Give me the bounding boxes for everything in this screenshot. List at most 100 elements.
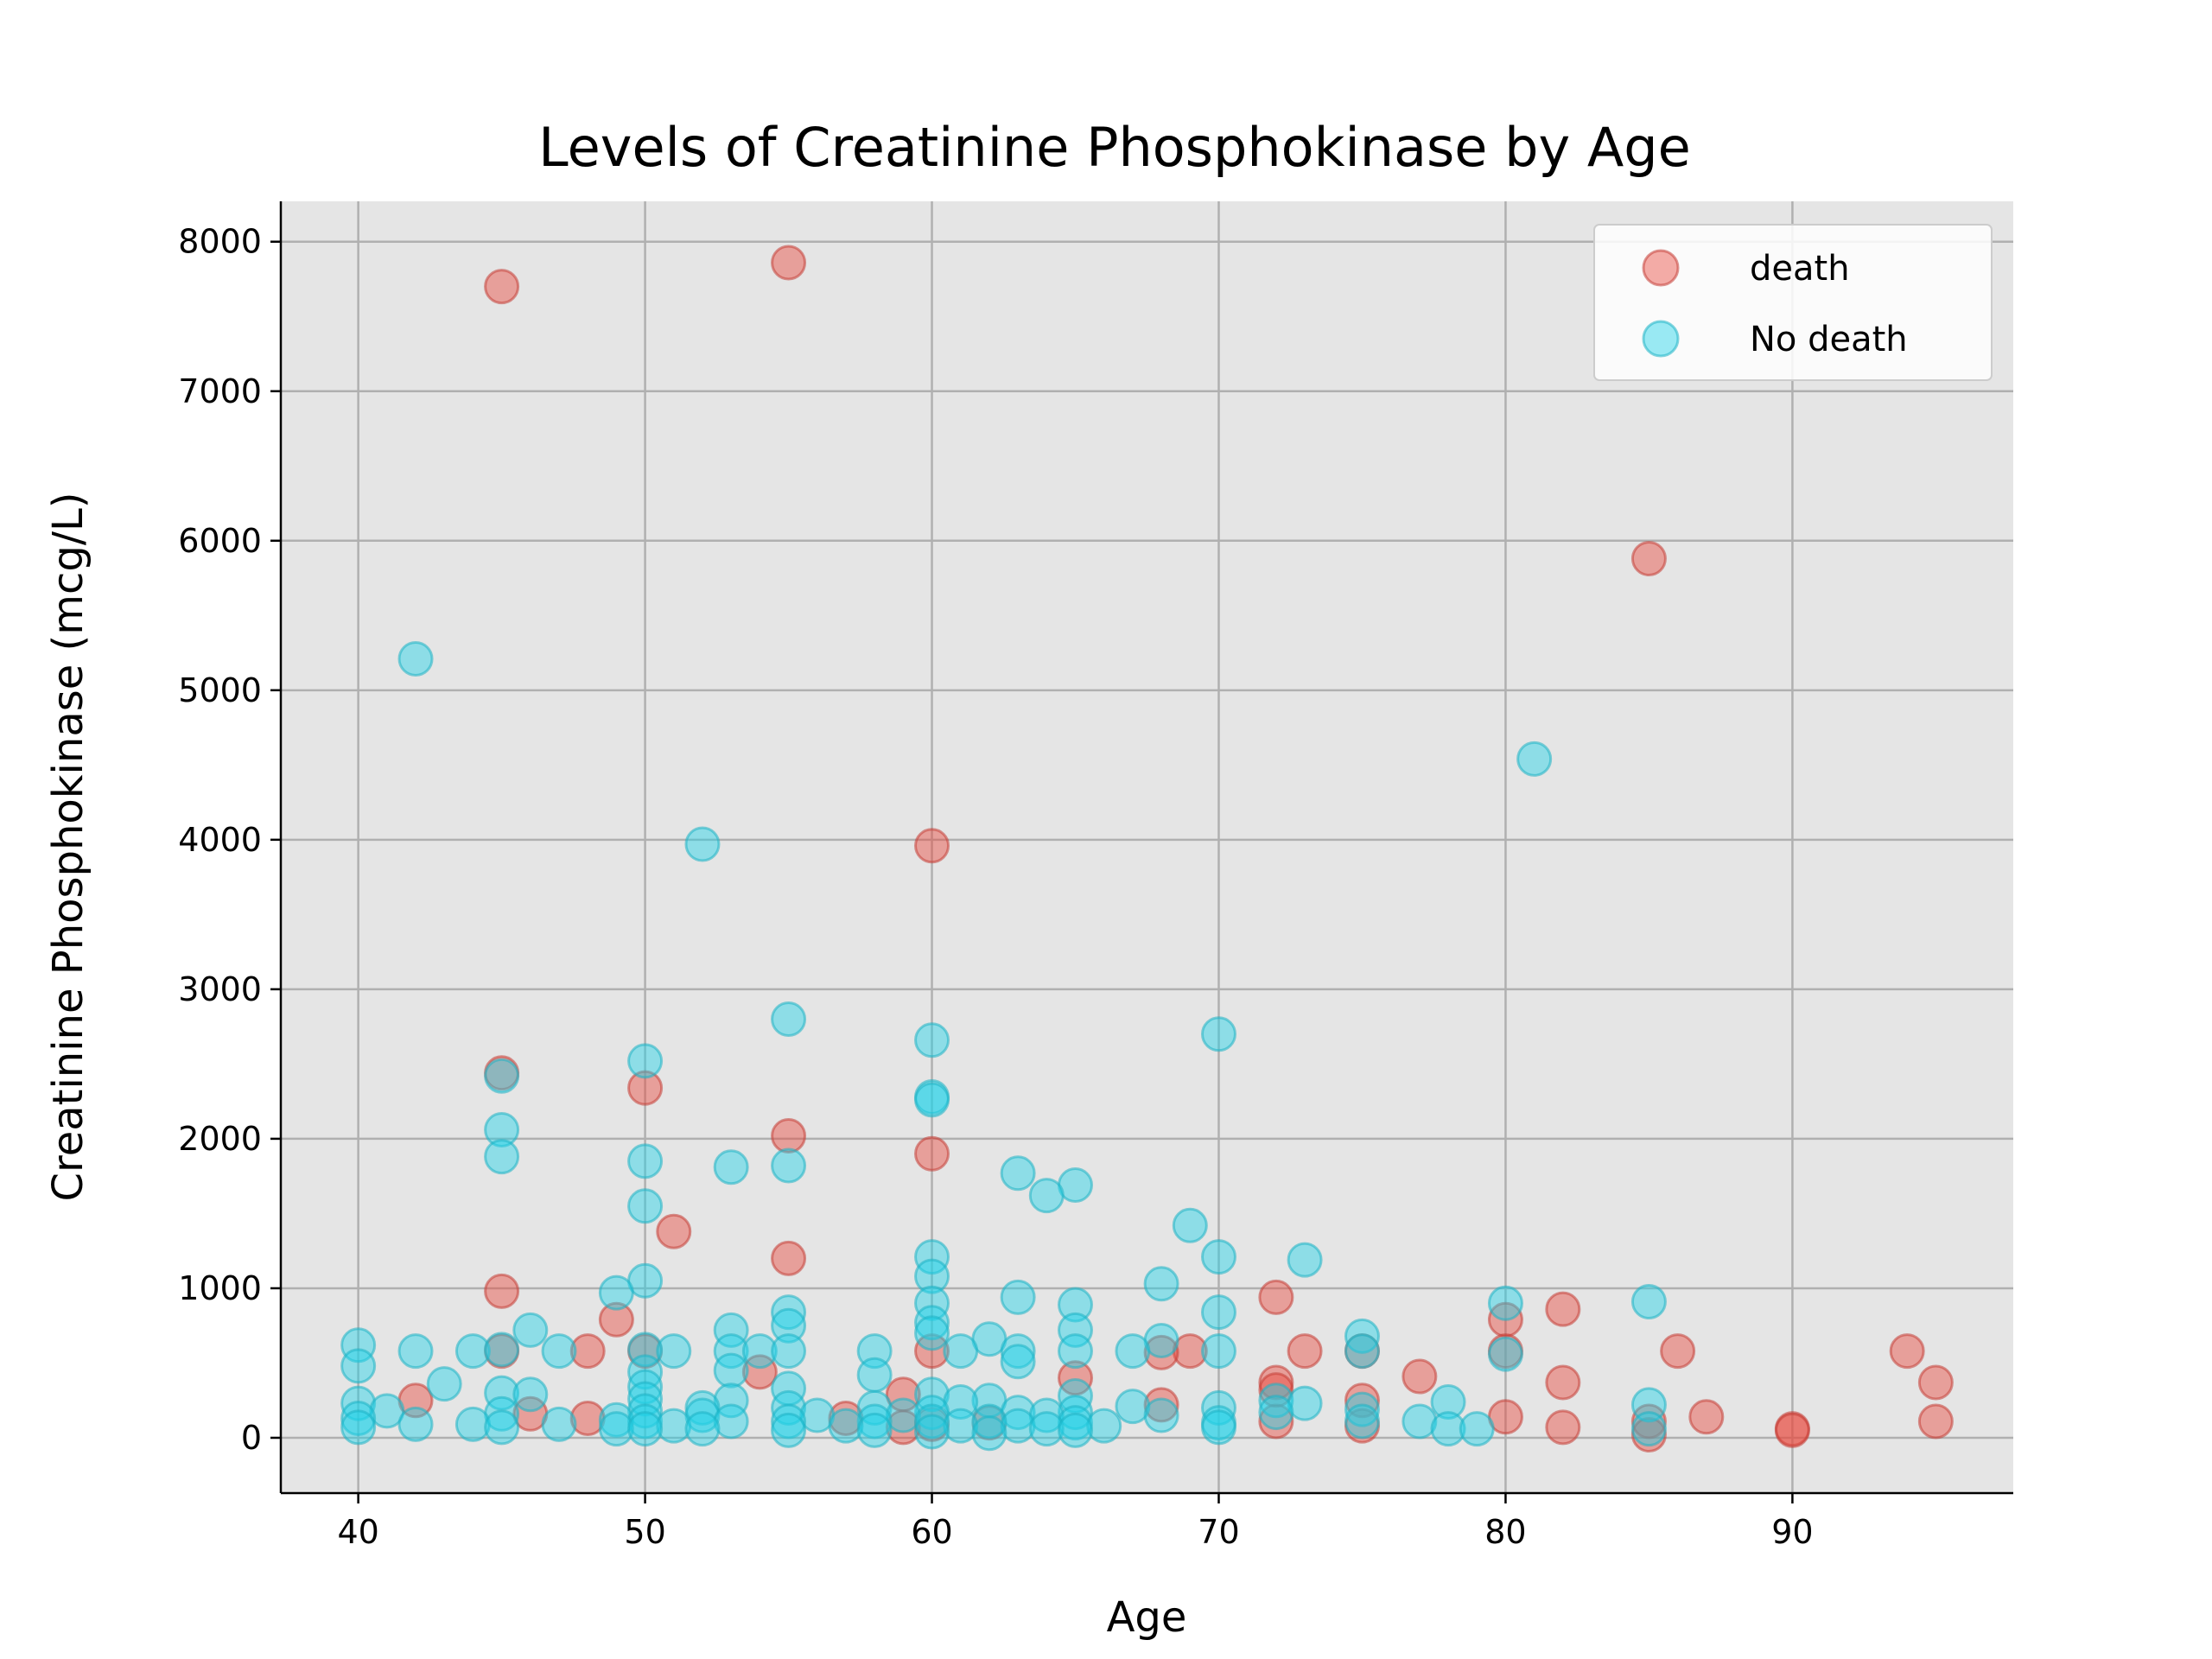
x-tick-label: 50 [624, 1513, 665, 1551]
x-tick-label: 40 [337, 1513, 378, 1551]
data-point [1200, 1389, 1236, 1426]
grid [281, 201, 2013, 1493]
data-point [1000, 1333, 1036, 1370]
data-point [1516, 741, 1553, 777]
data-point [1143, 1397, 1179, 1433]
data-point [1774, 1412, 1810, 1448]
data-point [627, 1354, 664, 1390]
data-point [656, 1408, 692, 1444]
data-point [598, 1301, 634, 1338]
data-point [1058, 1360, 1094, 1396]
x-ticks: 40 50 60 70 80 90 [337, 1493, 1814, 1551]
data-point [741, 1354, 778, 1390]
data-point [1028, 1178, 1065, 1214]
data-point [914, 1285, 950, 1321]
data-point [1172, 1207, 1208, 1243]
data-point [771, 1403, 807, 1440]
data-point [771, 1307, 807, 1344]
data-point [1344, 1391, 1380, 1427]
data-point [484, 1409, 520, 1446]
data-point [1200, 1239, 1236, 1275]
data-point [1545, 1364, 1581, 1401]
legend-box [1593, 224, 1993, 381]
y-tick-label: 8000 [178, 223, 262, 261]
data-point [914, 1305, 950, 1341]
data-point [1086, 1408, 1122, 1444]
data-point [1258, 1395, 1294, 1431]
axes [279, 201, 2013, 1495]
data-point [397, 1333, 434, 1370]
data-point [1143, 1387, 1179, 1423]
data-point [1200, 1294, 1236, 1331]
data-point [1545, 1291, 1581, 1327]
data-point [713, 1382, 749, 1419]
data-point [828, 1408, 864, 1444]
data-point [856, 1403, 893, 1440]
data-point [1402, 1358, 1438, 1395]
data-point [1917, 1403, 1954, 1440]
data-point [914, 1333, 950, 1370]
data-point [1258, 1403, 1294, 1440]
data-point [1630, 1284, 1667, 1320]
data-point [541, 1406, 577, 1442]
data-point [1058, 1395, 1094, 1431]
data-point [1917, 1364, 1954, 1401]
data-point [541, 1333, 577, 1370]
data-point [713, 1312, 749, 1348]
data-point [598, 1411, 634, 1447]
data-point [741, 1333, 778, 1370]
data-point [771, 1240, 807, 1276]
data-point [713, 1403, 749, 1440]
data-point [1344, 1382, 1380, 1419]
series-death [397, 245, 1954, 1453]
data-point [914, 1403, 950, 1440]
data-point [1058, 1333, 1094, 1370]
data-point [1200, 1016, 1236, 1052]
data-point [484, 1375, 520, 1411]
x-tick-label: 80 [1484, 1513, 1526, 1551]
data-point [627, 1411, 664, 1447]
data-point [484, 1332, 520, 1368]
data-point [914, 1376, 950, 1413]
data-point [771, 1117, 807, 1154]
data-point [713, 1149, 749, 1185]
data-point [397, 1406, 434, 1442]
data-point [1402, 1403, 1438, 1440]
legend: death No death [1593, 224, 1993, 381]
y-tick-label: 0 [241, 1419, 262, 1457]
data-point [426, 1366, 462, 1402]
data-point [684, 826, 721, 862]
data-point [1028, 1411, 1065, 1447]
data-point [1487, 1336, 1523, 1372]
data-point [1058, 1412, 1094, 1448]
data-point [1058, 1312, 1094, 1348]
data-point [943, 1333, 979, 1370]
x-tick-label: 70 [1198, 1513, 1239, 1551]
data-point [1143, 1266, 1179, 1302]
y-axis-label: Creatinine Phosphokinase (mcg/L) [44, 492, 92, 1201]
data-point [1459, 1411, 1495, 1447]
y-tick-label: 5000 [178, 671, 262, 709]
data-point [914, 828, 950, 864]
data-point [914, 1022, 950, 1058]
data-point [1000, 1408, 1036, 1444]
y-tick-label: 1000 [178, 1269, 262, 1307]
y-tick-label: 2000 [178, 1120, 262, 1158]
data-point [856, 1412, 893, 1448]
data-point [856, 1333, 893, 1370]
data-point [369, 1393, 405, 1429]
data-point [1287, 1242, 1323, 1278]
data-point [914, 1258, 950, 1294]
data-point [713, 1333, 749, 1370]
data-point [627, 1188, 664, 1224]
data-point [656, 1213, 692, 1249]
data-point [1000, 1344, 1036, 1380]
data-point [340, 1409, 377, 1446]
data-point [1287, 1333, 1323, 1370]
data-point [713, 1352, 749, 1389]
data-point [656, 1333, 692, 1370]
data-point [1115, 1333, 1151, 1370]
data-point [512, 1376, 549, 1413]
data-point [598, 1274, 634, 1311]
